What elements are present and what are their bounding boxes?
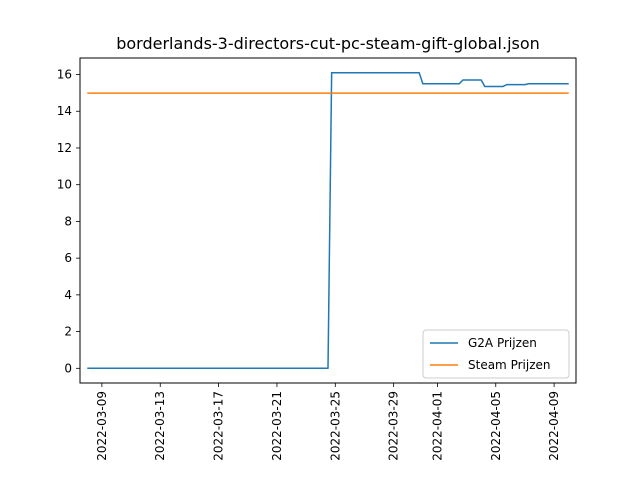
chart-title: borderlands-3-directors-cut-pc-steam-gif… [116,34,540,53]
x-axis: 2022-03-09 2022-03-13 2022-03-17 2022-03-21… [95,383,561,461]
y-tick-label: 0 [64,361,72,375]
x-tick-label: 2022-03-13 [153,391,167,461]
y-tick-label: 12 [57,141,72,155]
x-tick-label: 2022-04-09 [547,391,561,461]
y-tick-label: 6 [64,251,72,265]
y-tick-label: 8 [64,214,72,228]
y-tick-label: 10 [57,178,72,192]
legend: G2A Prijzen Steam Prijzen [422,329,570,379]
x-tick-label: 2022-04-01 [430,391,444,461]
legend-label-steam: Steam Prijzen [468,358,550,372]
x-tick-label: 2022-03-29 [387,391,401,461]
legend-label-g2a: G2A Prijzen [468,336,537,350]
y-tick-label: 16 [57,68,72,82]
plot-frame [79,57,577,384]
x-tick-label: 2022-03-09 [95,391,109,461]
y-tick-label: 4 [64,288,72,302]
legend-box [422,329,570,379]
y-tick-label: 14 [57,104,72,118]
y-axis: 0 2 4 6 8 10 12 14 16 [57,68,80,375]
y-tick-label: 2 [64,325,72,339]
x-tick-label: 2022-03-25 [328,391,342,461]
x-tick-label: 2022-03-17 [212,391,226,461]
x-tick-label: 2022-04-05 [489,391,503,461]
x-tick-label: 2022-03-21 [270,391,284,461]
series-line-0 [87,71,569,370]
plot-lines [87,71,569,370]
